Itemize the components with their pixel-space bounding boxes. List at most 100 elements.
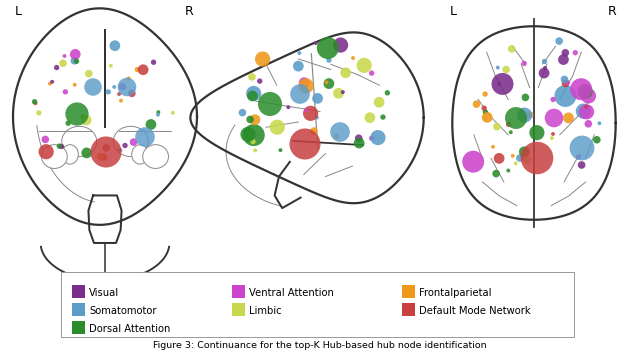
Point: [312, 115, 322, 120]
Point: [60, 89, 70, 95]
Point: [595, 120, 605, 126]
Point: [382, 90, 392, 96]
Ellipse shape: [132, 145, 148, 164]
Text: Limbic: Limbic: [249, 305, 282, 315]
Point: [480, 109, 490, 115]
Point: [365, 115, 375, 121]
Point: [558, 57, 568, 62]
FancyBboxPatch shape: [402, 285, 415, 298]
Point: [577, 145, 587, 151]
Point: [563, 115, 573, 121]
Point: [127, 90, 137, 96]
Point: [250, 117, 260, 122]
Point: [508, 153, 518, 159]
Point: [299, 80, 309, 85]
Point: [148, 59, 159, 65]
Text: Frontalparietal: Frontalparietal: [419, 288, 492, 298]
Point: [491, 171, 501, 177]
Point: [114, 91, 124, 97]
Point: [275, 147, 285, 153]
Point: [548, 97, 558, 103]
Point: [63, 120, 73, 126]
Point: [312, 95, 323, 101]
Point: [520, 112, 530, 118]
Polygon shape: [40, 243, 169, 281]
Point: [560, 50, 570, 56]
Point: [250, 147, 260, 153]
Point: [559, 77, 570, 82]
Point: [519, 61, 529, 66]
Point: [479, 105, 489, 111]
Point: [549, 115, 559, 121]
Point: [294, 50, 305, 56]
Point: [99, 154, 109, 160]
Point: [494, 81, 504, 87]
Point: [248, 138, 258, 144]
Point: [81, 150, 92, 156]
Point: [69, 58, 79, 64]
Point: [300, 141, 310, 147]
Point: [497, 81, 508, 87]
Point: [117, 84, 127, 89]
Point: [56, 144, 67, 150]
Point: [577, 162, 587, 168]
Point: [501, 67, 511, 72]
Point: [245, 116, 255, 122]
Point: [580, 89, 590, 94]
Point: [265, 101, 275, 107]
Point: [283, 104, 293, 110]
Point: [468, 159, 478, 164]
Point: [70, 52, 81, 57]
Polygon shape: [13, 8, 197, 225]
Ellipse shape: [61, 145, 78, 164]
Point: [153, 109, 163, 115]
Point: [335, 129, 345, 135]
Point: [255, 78, 265, 84]
Point: [373, 135, 383, 141]
Point: [520, 95, 531, 100]
Point: [58, 61, 68, 66]
Point: [492, 124, 502, 130]
Text: R: R: [608, 5, 617, 18]
FancyBboxPatch shape: [232, 303, 245, 316]
Point: [547, 135, 557, 141]
Ellipse shape: [143, 145, 168, 168]
Point: [124, 75, 134, 81]
Point: [511, 115, 521, 121]
Point: [511, 161, 521, 166]
Point: [338, 89, 348, 95]
Point: [115, 147, 125, 153]
Point: [332, 134, 342, 139]
Point: [367, 135, 377, 141]
Point: [561, 80, 571, 86]
Point: [247, 74, 257, 80]
Point: [248, 93, 258, 99]
Point: [34, 110, 44, 116]
Point: [77, 113, 88, 119]
Point: [52, 65, 62, 70]
Point: [146, 122, 156, 127]
Point: [308, 128, 319, 134]
Point: [539, 70, 549, 76]
Point: [243, 132, 253, 137]
FancyBboxPatch shape: [402, 303, 415, 316]
Text: Visual: Visual: [89, 288, 119, 298]
Point: [525, 112, 535, 118]
Point: [482, 115, 492, 120]
Text: Ventral Attention: Ventral Attention: [249, 288, 334, 298]
Point: [30, 100, 40, 106]
Point: [101, 145, 111, 151]
Point: [540, 65, 550, 71]
Text: Dorsal Attention: Dorsal Attention: [89, 324, 170, 334]
Point: [573, 154, 584, 160]
Point: [81, 117, 92, 123]
Point: [301, 107, 312, 113]
FancyBboxPatch shape: [61, 272, 573, 336]
Point: [122, 84, 132, 90]
Point: [378, 114, 388, 120]
Point: [592, 137, 602, 143]
Point: [109, 84, 119, 90]
Point: [507, 46, 517, 52]
FancyBboxPatch shape: [72, 303, 85, 316]
Point: [488, 144, 498, 150]
